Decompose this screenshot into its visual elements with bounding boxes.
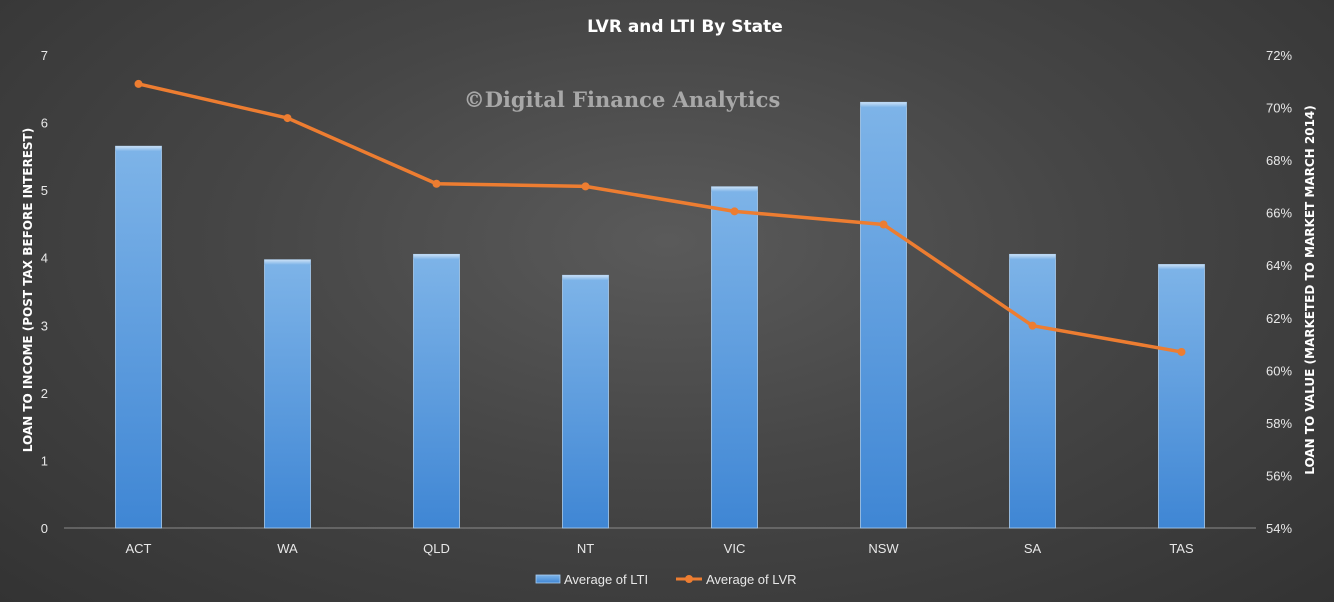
right-axis-title: LOAN TO VALUE (MARKETED TO MARKET MARCH … bbox=[1303, 105, 1317, 475]
category-label-nt: NT bbox=[577, 541, 594, 556]
lti-bar-sa bbox=[1009, 253, 1056, 529]
lti-bars bbox=[115, 101, 1205, 529]
right-tick-label: 68% bbox=[1266, 153, 1292, 168]
left-tick-label: 6 bbox=[41, 116, 48, 131]
category-label-sa: SA bbox=[1024, 541, 1042, 556]
left-tick-label: 5 bbox=[41, 183, 48, 198]
lti-bar-act bbox=[115, 145, 162, 529]
right-tick-label: 72% bbox=[1266, 48, 1292, 63]
lvr-point-nsw bbox=[879, 220, 888, 229]
lti-bar-wa bbox=[264, 259, 311, 529]
right-tick-label: 54% bbox=[1266, 521, 1292, 536]
lvr-point-wa bbox=[283, 114, 292, 123]
lti-bar-cap-nsw bbox=[860, 102, 907, 108]
left-axis-title: LOAN TO INCOME (POST TAX BEFORE INTEREST… bbox=[21, 128, 35, 452]
category-label-wa: WA bbox=[277, 541, 298, 556]
category-label-act: ACT bbox=[126, 541, 152, 556]
lti-bar-nt bbox=[562, 274, 609, 529]
legend-swatch-lti bbox=[535, 574, 561, 584]
lti-bar-cap-nt bbox=[562, 275, 609, 281]
right-tick-label: 66% bbox=[1266, 206, 1292, 221]
right-tick-label: 58% bbox=[1266, 416, 1292, 431]
lti-bar-cap-act bbox=[115, 146, 162, 152]
lvr-point-tas bbox=[1177, 347, 1186, 356]
left-tick-label: 3 bbox=[41, 318, 48, 333]
lvr-line-series bbox=[134, 79, 1186, 356]
watermark-text: ©Digital Finance Analytics bbox=[464, 87, 781, 112]
chart-title: LVR and LTI By State bbox=[587, 17, 783, 37]
left-tick-label: 0 bbox=[41, 521, 48, 536]
lti-bar-cap-sa bbox=[1009, 254, 1056, 260]
left-axis-ticks: 0 1 2 3 4 5 6 7 bbox=[41, 48, 48, 536]
lvr-point-sa bbox=[1028, 321, 1037, 330]
lti-bar-tas bbox=[1158, 264, 1205, 529]
category-label-nsw: NSW bbox=[868, 541, 899, 556]
category-label-qld: QLD bbox=[423, 541, 450, 556]
lti-bar-qld bbox=[413, 253, 460, 529]
category-label-tas: TAS bbox=[1169, 541, 1194, 556]
lti-bar-cap-wa bbox=[264, 259, 311, 265]
x-axis-category-labels: ACT WA QLD NT VIC NSW SA TAS bbox=[126, 541, 1194, 556]
right-tick-label: 64% bbox=[1266, 258, 1292, 273]
right-axis-ticks: 54% 56% 58% 60% 62% 64% 66% 68% 70% 72% bbox=[1266, 48, 1292, 536]
legend: Average of LTI Average of LVR bbox=[535, 572, 797, 587]
legend-swatch-lvr-marker bbox=[685, 575, 693, 583]
lvr-point-act bbox=[134, 79, 143, 88]
lvr-line bbox=[136, 82, 1184, 354]
lti-bar-cap-qld bbox=[413, 254, 460, 260]
right-tick-label: 60% bbox=[1266, 363, 1292, 378]
right-tick-label: 70% bbox=[1266, 101, 1292, 116]
left-tick-label: 4 bbox=[41, 251, 48, 266]
lti-bar-cap-tas bbox=[1158, 264, 1205, 270]
left-tick-label: 2 bbox=[41, 386, 48, 401]
left-tick-label: 1 bbox=[41, 453, 48, 468]
lti-bar-cap-vic bbox=[711, 186, 758, 192]
lti-bar-nsw bbox=[860, 101, 907, 529]
legend-label-lti: Average of LTI bbox=[564, 572, 648, 587]
legend-label-lvr: Average of LVR bbox=[706, 572, 797, 587]
lvr-point-nt bbox=[581, 182, 590, 191]
lvr-point-vic bbox=[730, 207, 739, 216]
category-label-vic: VIC bbox=[724, 541, 746, 556]
left-tick-label: 7 bbox=[41, 48, 48, 63]
lti-bar-vic bbox=[711, 186, 758, 529]
right-tick-label: 56% bbox=[1266, 468, 1292, 483]
lvr-point-qld bbox=[432, 179, 441, 188]
right-tick-label: 62% bbox=[1266, 311, 1292, 326]
